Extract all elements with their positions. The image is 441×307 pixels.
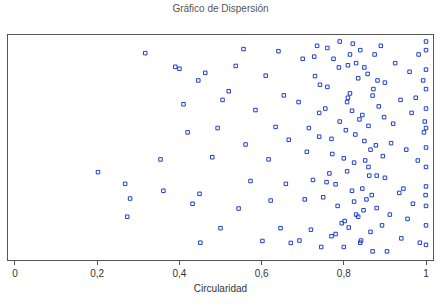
svg-text:0,2: 0,2 (90, 268, 104, 279)
svg-text:1: 1 (423, 268, 429, 279)
svg-text:0: 0 (12, 268, 18, 279)
svg-text:0,8: 0,8 (337, 268, 351, 279)
svg-text:Gráfico de Dispersión: Gráfico de Dispersión (172, 3, 268, 14)
svg-text:0,4: 0,4 (172, 268, 186, 279)
svg-text:0,6: 0,6 (255, 268, 269, 279)
svg-text:Circularidad: Circularidad (194, 283, 247, 294)
